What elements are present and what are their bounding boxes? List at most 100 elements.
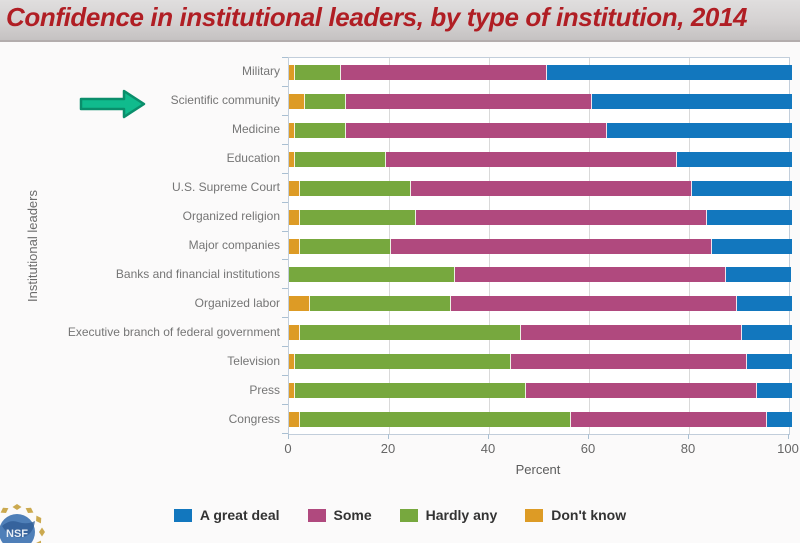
stacked-bar (289, 64, 792, 80)
x-tick-label: 0 (284, 441, 292, 456)
bar-segment (289, 354, 295, 370)
bar-segment (289, 151, 295, 167)
stacked-bar (289, 267, 791, 283)
bar-segment (289, 325, 300, 341)
legend-item: Don't know (525, 507, 626, 523)
bar-segment (526, 383, 757, 399)
bar-segment (305, 93, 346, 109)
bar-segment (289, 412, 300, 428)
y-axis-tick (282, 114, 288, 116)
legend-item: Some (307, 507, 372, 523)
stacked-bar (289, 238, 792, 254)
chart-legend: A great deal Some Hardly any Don't know (0, 507, 800, 523)
arrow-icon (79, 89, 146, 119)
stacked-bar (289, 122, 792, 138)
bar-segment (295, 122, 346, 138)
x-tick-label: 100 (777, 441, 799, 456)
category-label: Scientific community (170, 93, 280, 108)
bar-segment (737, 296, 792, 312)
y-axis-tick (282, 404, 288, 406)
stacked-bar (289, 383, 792, 399)
legend-label: Hardly any (425, 507, 498, 523)
bar-segment (391, 238, 712, 254)
x-axis-tick (688, 434, 689, 439)
category-label: U.S. Supreme Court (171, 180, 280, 195)
category-label: Organized labor (194, 295, 280, 310)
y-axis-tick (282, 143, 288, 145)
category-label: Banks and financial institutions (115, 266, 280, 281)
bar-segment (416, 209, 707, 225)
y-axis-tick (282, 172, 288, 174)
y-axis-tick (282, 230, 288, 232)
highlight-arrow (78, 88, 148, 120)
bar-segment (289, 238, 300, 254)
bar-segment (346, 122, 607, 138)
bar-segment (742, 325, 792, 341)
stacked-bar (289, 93, 792, 109)
bar-segment (300, 412, 571, 428)
nsf-globe-icon: NSF (0, 504, 45, 543)
bar-segment (767, 412, 792, 428)
y-axis-tick (282, 85, 288, 87)
stacked-bar (289, 412, 792, 428)
x-axis-tick (788, 434, 789, 439)
category-label: Press (249, 382, 280, 397)
legend-label: A great deal (199, 507, 280, 523)
bar-segment (289, 383, 295, 399)
category-label: Military (242, 64, 280, 79)
y-axis-tick (282, 346, 288, 348)
legend-swatch (307, 508, 326, 522)
bar-segment (747, 354, 792, 370)
bar-segment (289, 64, 295, 80)
y-axis-tick (282, 288, 288, 290)
bar-segment (521, 325, 742, 341)
bar-segment (712, 238, 792, 254)
page-title: Confidence in institutional leaders, by … (6, 2, 748, 32)
bar-segment (300, 238, 391, 254)
category-label: Congress (228, 411, 280, 426)
x-axis-tick (288, 434, 289, 439)
bar-segment (511, 354, 747, 370)
stacked-bar (289, 296, 792, 312)
stacked-bar (289, 325, 792, 341)
category-label: Medicine (231, 122, 280, 137)
bar-segment (300, 209, 416, 225)
bar-segment (289, 296, 310, 312)
y-axis-tick (282, 201, 288, 203)
nsf-logo: NSF (0, 495, 54, 543)
legend-swatch (399, 508, 418, 522)
stacked-bar (289, 209, 792, 225)
bar-segment (289, 122, 295, 138)
bar-segment (571, 412, 767, 428)
x-tick-label: 40 (480, 441, 496, 456)
bar-segment (455, 267, 726, 283)
bar-segment (386, 151, 677, 167)
x-axis-label: Percent (515, 462, 561, 477)
bar-segment (592, 93, 792, 109)
bar-segment (757, 383, 792, 399)
x-axis-tick (388, 434, 389, 439)
y-axis-tick (282, 259, 288, 261)
bar-segment (341, 64, 547, 80)
bar-segment (411, 180, 692, 196)
bar-segment (300, 180, 411, 196)
category-label: Executive branch of federal government (67, 324, 280, 339)
legend-label: Some (333, 507, 372, 523)
bar-segment (707, 209, 792, 225)
bar-segment (300, 325, 521, 341)
title-banner: Confidence in institutional leaders, by … (0, 0, 800, 42)
y-axis-tick (282, 375, 288, 377)
bar-segment (289, 180, 300, 196)
svg-text:NSF: NSF (6, 528, 28, 540)
x-axis-tick (588, 434, 589, 439)
category-label: Major companies (188, 238, 280, 252)
bar-segment (295, 383, 526, 399)
bar-segment (310, 296, 451, 312)
bar-segment (607, 122, 792, 138)
stacked-bar (289, 151, 792, 167)
legend-item: Hardly any (399, 507, 498, 523)
bar-segment (726, 267, 791, 283)
bar-segment (451, 296, 737, 312)
bar-segment (289, 93, 305, 109)
bar-segment (295, 64, 341, 80)
